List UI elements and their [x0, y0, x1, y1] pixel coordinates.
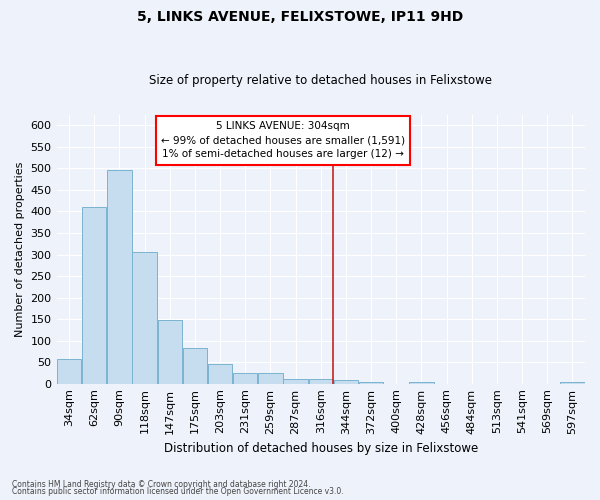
Bar [233, 373, 257, 384]
Title: Size of property relative to detached houses in Felixstowe: Size of property relative to detached ho… [149, 74, 492, 87]
Text: 5, LINKS AVENUE, FELIXSTOWE, IP11 9HD: 5, LINKS AVENUE, FELIXSTOWE, IP11 9HD [137, 10, 463, 24]
Text: Contains public sector information licensed under the Open Government Licence v3: Contains public sector information licen… [12, 487, 344, 496]
Bar [133, 252, 157, 384]
Bar [258, 373, 283, 384]
Bar [409, 382, 434, 384]
Bar [183, 348, 207, 384]
Bar [308, 380, 333, 384]
Y-axis label: Number of detached properties: Number of detached properties [15, 162, 25, 337]
Bar [334, 380, 358, 384]
Bar [208, 364, 232, 384]
Bar [107, 170, 131, 384]
Text: Contains HM Land Registry data © Crown copyright and database right 2024.: Contains HM Land Registry data © Crown c… [12, 480, 311, 489]
X-axis label: Distribution of detached houses by size in Felixstowe: Distribution of detached houses by size … [164, 442, 478, 455]
Bar [283, 380, 308, 384]
Bar [57, 359, 82, 384]
Bar [82, 206, 106, 384]
Bar [560, 382, 584, 384]
Bar [158, 320, 182, 384]
Bar [359, 382, 383, 384]
Text: 5 LINKS AVENUE: 304sqm
← 99% of detached houses are smaller (1,591)
1% of semi-d: 5 LINKS AVENUE: 304sqm ← 99% of detached… [161, 122, 405, 160]
